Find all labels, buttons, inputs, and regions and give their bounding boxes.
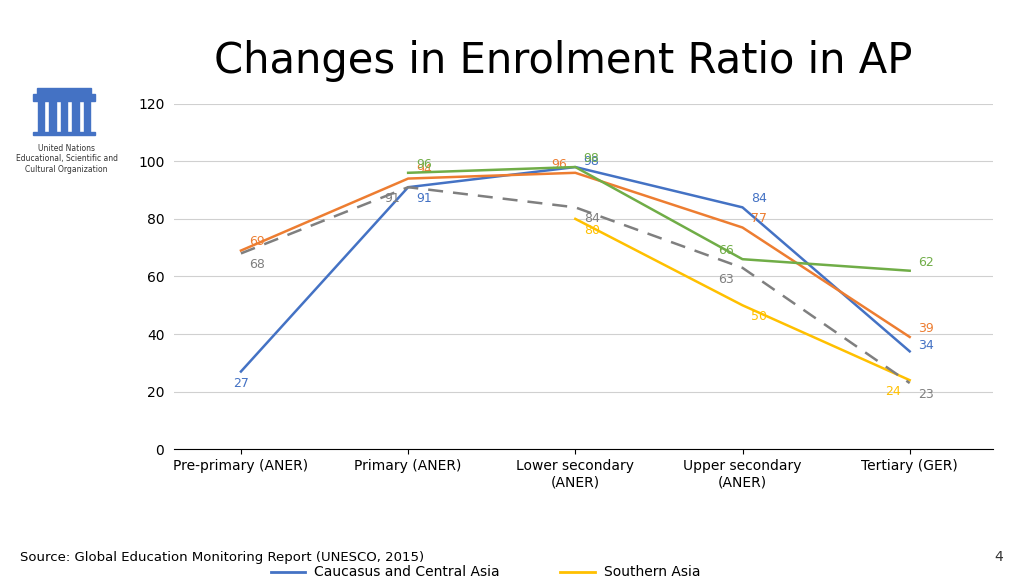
Bar (49, 101, 55, 132)
Bar (84, 101, 90, 132)
Text: 68: 68 (249, 259, 265, 271)
Text: 69: 69 (249, 236, 265, 248)
Text: Changes in Enrolment Ratio in AP: Changes in Enrolment Ratio in AP (214, 40, 912, 82)
Bar (61, 101, 68, 132)
Bar (33, 132, 95, 135)
Text: 4: 4 (994, 551, 1004, 564)
Bar (38, 101, 44, 132)
Text: 27: 27 (233, 377, 249, 389)
Text: 96: 96 (417, 158, 432, 170)
Bar (33, 94, 95, 101)
Text: 84: 84 (584, 213, 600, 225)
Text: 98: 98 (584, 152, 600, 165)
Text: 50: 50 (751, 310, 767, 323)
Bar (37, 88, 91, 94)
Text: 80: 80 (584, 224, 600, 237)
Text: 94: 94 (417, 164, 432, 176)
Text: 39: 39 (919, 322, 934, 335)
Text: 77: 77 (751, 213, 767, 225)
Text: 91: 91 (417, 192, 432, 205)
Text: 24: 24 (886, 385, 901, 398)
Text: 96: 96 (551, 158, 567, 170)
Text: 91: 91 (384, 192, 399, 205)
Text: 62: 62 (919, 256, 934, 268)
Text: 66: 66 (719, 244, 734, 257)
Text: 63: 63 (719, 273, 734, 286)
Bar (73, 101, 79, 132)
Text: United Nations
Educational, Scientific and
Cultural Organization: United Nations Educational, Scientific a… (15, 144, 118, 174)
Text: 34: 34 (919, 339, 934, 352)
Legend: Caucasus and Central Asia, Eastern and South-eastern Asia, The Pacific, Southern: Caucasus and Central Asia, Eastern and S… (265, 560, 706, 576)
Text: Source: Global Education Monitoring Report (UNESCO, 2015): Source: Global Education Monitoring Repo… (20, 551, 425, 564)
Text: 98: 98 (584, 155, 600, 168)
Text: 23: 23 (919, 388, 934, 401)
Text: 84: 84 (751, 192, 767, 205)
